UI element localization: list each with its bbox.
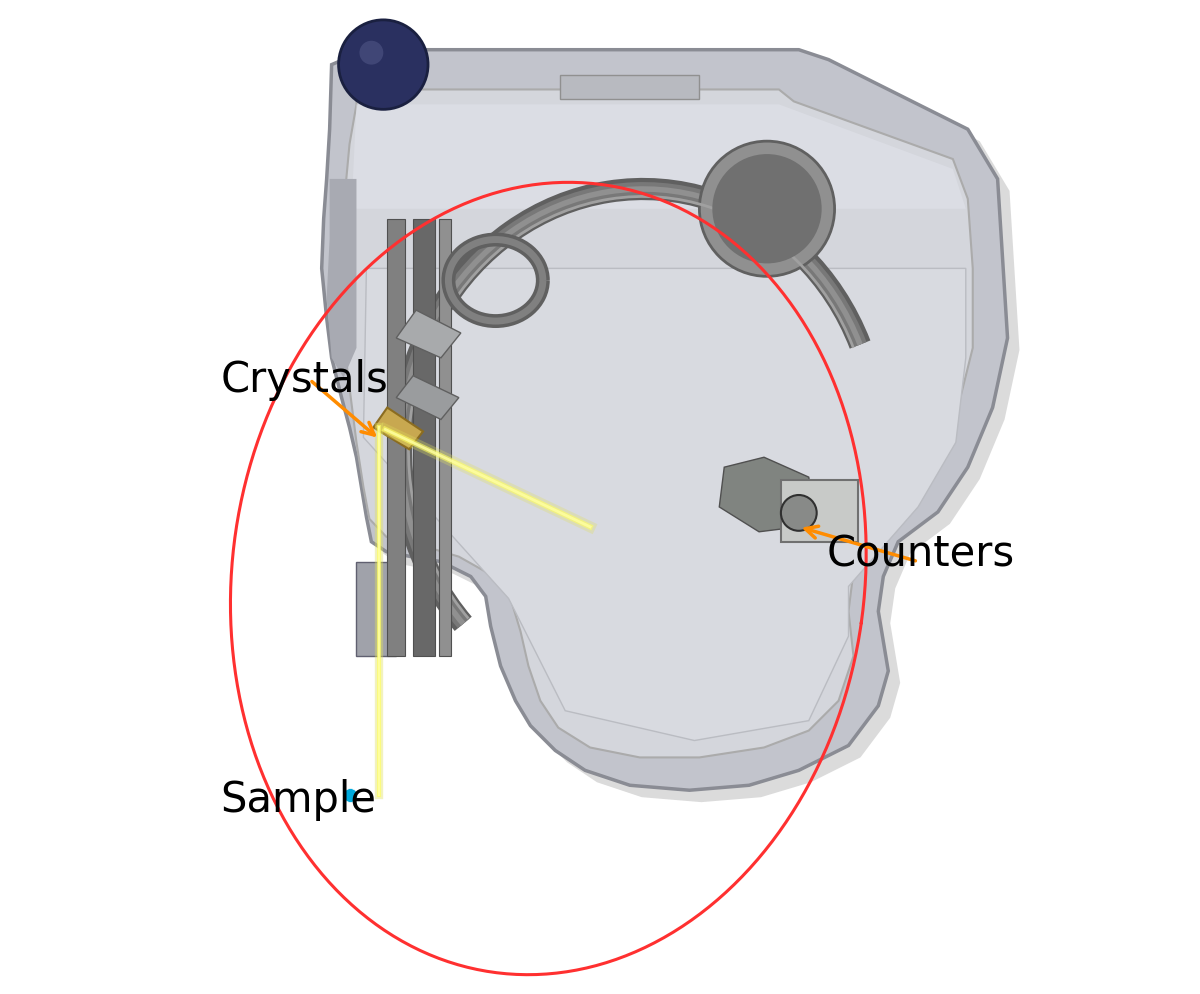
Circle shape bbox=[713, 154, 822, 263]
Text: Sample: Sample bbox=[221, 779, 377, 821]
Text: Crystals: Crystals bbox=[221, 359, 388, 401]
Polygon shape bbox=[719, 457, 814, 532]
Polygon shape bbox=[326, 179, 356, 378]
Bar bbox=[781, 480, 858, 542]
Circle shape bbox=[781, 495, 817, 531]
Polygon shape bbox=[396, 310, 461, 358]
Polygon shape bbox=[334, 62, 1020, 802]
Polygon shape bbox=[373, 408, 424, 449]
Circle shape bbox=[338, 20, 428, 109]
Polygon shape bbox=[322, 50, 1008, 790]
Bar bbox=[560, 75, 700, 99]
Text: Counters: Counters bbox=[827, 534, 1015, 576]
Polygon shape bbox=[364, 268, 966, 741]
Polygon shape bbox=[340, 89, 973, 757]
Polygon shape bbox=[396, 376, 458, 419]
Bar bbox=[388, 219, 406, 656]
Polygon shape bbox=[352, 104, 966, 209]
Point bbox=[340, 787, 359, 803]
Circle shape bbox=[360, 41, 383, 65]
Circle shape bbox=[700, 141, 834, 276]
Bar bbox=[356, 562, 396, 656]
Bar bbox=[439, 219, 451, 656]
Bar bbox=[413, 219, 434, 656]
